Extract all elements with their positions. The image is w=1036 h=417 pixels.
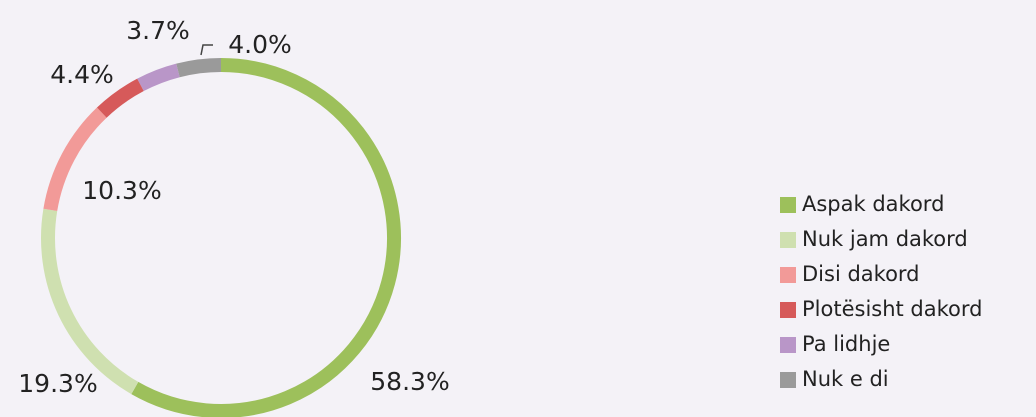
data-label: 4.4% [50, 60, 114, 89]
legend-swatch [780, 232, 796, 248]
legend-swatch [780, 302, 796, 318]
donut-segment [131, 58, 401, 417]
legend-label: Plotësisht dakord [802, 297, 983, 321]
legend-swatch [780, 372, 796, 388]
data-label: 10.3% [82, 176, 161, 205]
legend-label: Disi dakord [802, 262, 920, 286]
leader-line [200, 44, 213, 56]
data-label: 3.7% [126, 16, 190, 45]
donut-segment [137, 63, 180, 92]
legend-label: Pa lidhje [802, 332, 890, 356]
donut-segment [96, 78, 144, 118]
data-label: 4.0% [228, 30, 292, 59]
legend-label: Aspak dakord [802, 192, 944, 216]
donut-segment [41, 208, 139, 395]
data-label: 19.3% [18, 369, 97, 398]
legend-label: Nuk jam dakord [802, 227, 968, 251]
donut-segment [43, 107, 107, 212]
legend-swatch [780, 337, 796, 353]
legend-swatch [780, 197, 796, 213]
legend-label: Nuk e di [802, 367, 889, 391]
data-label: 58.3% [370, 367, 449, 396]
legend-swatch [780, 267, 796, 283]
donut-segment [176, 58, 222, 78]
